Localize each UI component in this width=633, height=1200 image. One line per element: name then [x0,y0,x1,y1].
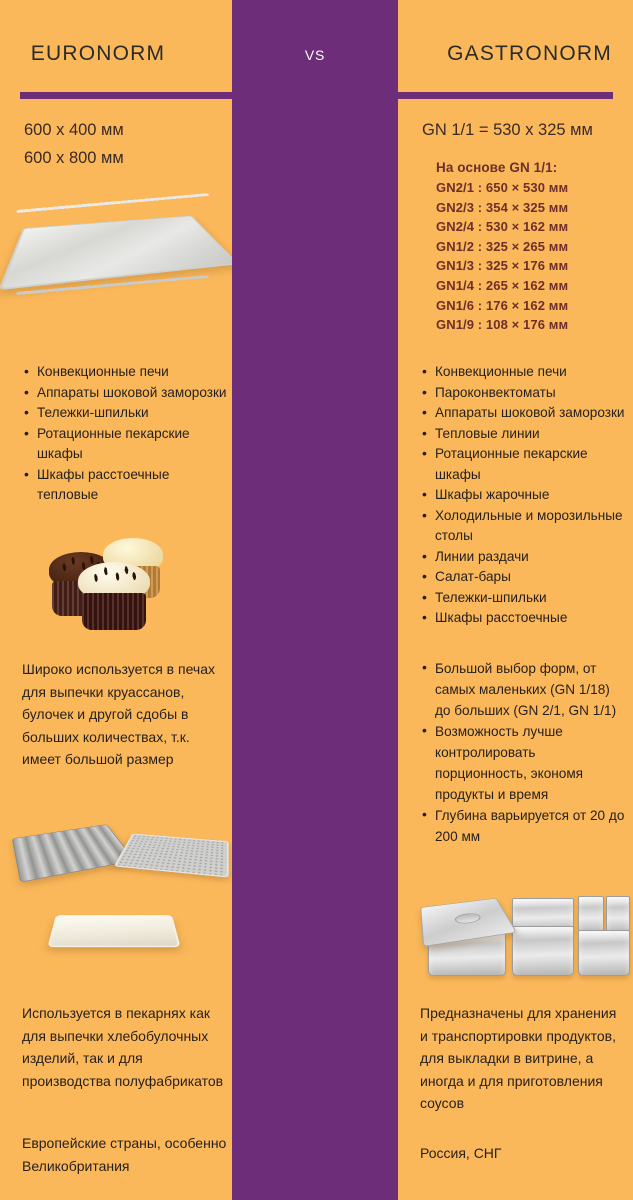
euronorm-features-text: Широко используется в печах для выпечки … [22,661,215,767]
list-item: Глубина варьируется от 20 до 200 мм [420,804,628,847]
list-item: Конвекционные печи [22,361,228,383]
list-item: Шкафы расстоечные [420,607,628,629]
list-item: Конвекционные печи [420,361,628,383]
list-item: GN1/9 : 108 × 176 мм [436,317,569,333]
list-item: GN2/1 : 650 × 530 мм [436,180,569,195]
list-item: GN2/4 : 530 × 162 мм [436,219,569,235]
list-item: Ротационные пекарские шкафы [420,443,628,485]
left-column-euronorm: EURONORM [0,0,232,1200]
list-item: Большой выбор форм, от самых маленьких (… [420,657,628,721]
gn-pan [578,896,604,934]
list-item: Аппараты шоковой заморозки [420,402,628,424]
list-item: Тепловые линии [420,423,628,445]
euronorm-application-text: Используется в пекарнях как для выпечки … [22,1005,224,1089]
divider-rule-right [398,92,613,99]
gastronorm-features-list: Большой выбор форм, от самых маленьких (… [420,657,628,847]
list-item: Ротационные пекарские шкафы [22,423,228,465]
divider-rule-left [20,92,232,99]
euronorm-dimensions: 600 x 400 мм 600 x 800 мм [24,116,224,172]
center-purple-band [232,0,398,1200]
list-item: GN1/6 : 176 × 162 мм [436,297,569,313]
list-item: Возможность лучше контролировать порцион… [420,720,628,805]
list-item: Аппараты шоковой заморозки [22,382,228,404]
gn-pan [578,930,630,976]
gastronorm-dimension: GN 1/1 = 530 x 325 мм [422,121,593,139]
cupcakes-image [46,528,194,632]
euronorm-distribution-text: Европейские страны, особенно Великобрита… [22,1135,227,1174]
variations-list: GN2/1 : 650 × 530 мм GN2/3 : 354 × 325 м… [436,178,626,335]
gastronorm-application-text: Предназначены для хранения и транспортир… [420,1005,617,1111]
list-item: Пароконвектоматы [420,382,628,404]
gastronorm-variations: На основе GN 1/1: GN2/1 : 650 × 530 мм G… [436,160,626,335]
center-column-labels: VS [232,0,398,1200]
cupcakes-icon [46,528,194,632]
list-item: GN2/3 : 354 × 325 мм [436,199,569,215]
page-title-euronorm: EURONORM [30,42,166,65]
list-item: Холодильные и морозильные столы [420,505,628,547]
vs-label: VS [304,47,326,63]
list-item: GN1/4 : 265 × 162 мм [436,277,569,293]
cupcake-red-velvet [78,561,150,630]
euronorm-dimension-1: 600 x 400 мм [24,121,124,139]
list-item: Тележки-шпильки [420,587,628,609]
gastronorm-products-list: Конвекционные печи Пароконвектоматы Аппа… [420,361,628,629]
variations-title: На основе GN 1/1: [436,160,558,175]
right-column-gastronorm: GASTRONORM [398,0,633,1200]
cupcake-liner [82,593,146,630]
gastronorm-containers-icon [420,886,630,982]
list-item: Тележки-шпильки [22,402,228,424]
list-item: Салат-бары [420,566,628,588]
list-item: Шкафы расстоечные тепловые [22,464,228,506]
list-item: GN1/3 : 325 × 176 мм [436,258,569,274]
gn-pan [512,926,574,976]
list-item: Линии раздачи [420,546,628,568]
gastronorm-distribution-text: Россия, СНГ [420,1145,502,1161]
list-item: Шкафы жарочные [420,484,628,506]
list-item: GN1/2 : 325 × 265 мм [436,238,569,254]
page-title-gastronorm: GASTRONORM [447,42,612,65]
euronorm-products-list: Конвекционные печи Аппараты шоковой замо… [22,361,228,506]
euronorm-dimension-2: 600 x 800 мм [24,149,124,167]
gastronorm-containers-image [420,886,630,982]
